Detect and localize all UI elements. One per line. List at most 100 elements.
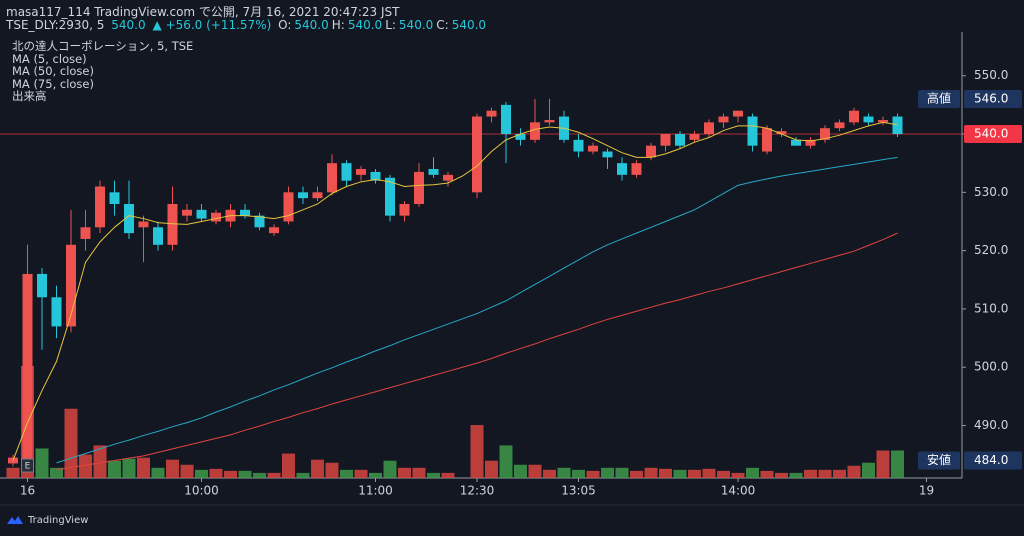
ohlc-label: H: [331,18,345,32]
candle-body [501,104,511,135]
volume-bar [847,465,861,478]
footer: TradingView [6,514,88,526]
volume-bar [166,459,179,478]
candle-body [399,203,410,216]
volume-bar [180,464,194,478]
candle-body [863,116,874,123]
ohlc-label: O: [278,18,292,32]
event-marker: E [25,462,31,472]
volume-bar [412,467,426,478]
volume-bar [137,457,150,478]
candle-body [51,297,62,327]
legend-entry: MA (75, close) [12,76,94,91]
candle-body [704,122,714,135]
x-tick-label: 13:05 [561,484,596,498]
ohlc-value: 540.0 [294,18,329,32]
candle-body [80,227,91,239]
y-tick-label: 550.0 [974,68,1008,82]
volume-bar [557,467,571,478]
volume-bar [601,467,614,478]
candle-body [385,177,395,216]
candle-body [486,110,497,117]
volume-bar [833,469,846,478]
volume-bar [224,470,237,478]
candle-body [660,134,671,146]
candle-body [298,192,308,199]
volume-bar [514,464,527,478]
volume-bar [760,470,774,478]
volume-bar [804,469,817,478]
volume-bar [862,462,875,478]
volume-bar [93,445,107,478]
volume-bar [528,464,542,478]
volume-bar [253,472,266,478]
candle-body [370,171,381,181]
legend: 北の達人コーポレーション, 5, TSE MA (5, close) MA (50,… [12,40,193,103]
volume-bar [398,467,411,478]
volume-bar [702,468,716,478]
volume-bar [238,470,252,478]
volume-bar [79,454,92,478]
candle-body [269,227,279,234]
volume-bar [267,472,281,478]
volume-bar [615,467,629,478]
price-badge-label: 540.0 [974,127,1008,141]
volume-bar [282,453,295,478]
candle-body [211,212,221,222]
volume-bar [122,458,136,478]
candle-body [544,120,555,123]
volume-bar [891,450,904,478]
last-price: 540.0 [111,18,146,32]
x-tick-label: 14:00 [721,484,756,498]
y-tick-label: 490.0 [974,418,1008,432]
candle-body [109,192,120,204]
volume-bar [659,468,672,478]
volume-bar [818,469,832,478]
volume-bar [673,469,687,478]
ohlc-value: 540.0 [451,18,487,32]
header-line: TSE_DLY:2930, 5 540.0 ▲ +56.0 (+11.57%) … [6,18,489,32]
candle-body [631,163,642,175]
candle-body [167,203,178,245]
candle-body [254,215,265,228]
volume-bar [717,470,730,478]
ma-line [12,121,898,461]
volume-bar [543,469,556,478]
price-badge-name-box [918,451,960,470]
y-tick-label: 510.0 [974,301,1008,315]
candle-body [689,134,700,140]
price-badge-label: 484.0 [974,453,1008,467]
price-change: ▲ +56.0 (+11.57%) [152,18,272,32]
volume-bar [383,460,397,478]
legend-entry: MA (50, close) [12,64,94,78]
volume-bar [6,467,20,478]
x-tick-label: 19 [919,484,934,498]
volume-bar [789,472,803,478]
candle-body [718,116,729,123]
ma-line [56,232,898,471]
x-tick-label: 11:00 [358,484,393,498]
header-line: masa117_114 TradingView.com で公開, 7月 16, … [6,3,402,20]
candle-body [428,169,439,175]
volume-bar [485,460,498,478]
volume-bar [195,469,208,478]
candle-body [196,209,207,219]
brand: TradingView [28,514,89,526]
volume-bar [108,460,121,478]
candle-body [124,203,134,234]
x-tick-label: 12:30 [460,484,495,498]
volume-bar [354,469,368,478]
candle-body [515,134,526,140]
price-badge-name-box [918,90,960,109]
candle-body [892,116,903,135]
candle-body [617,163,627,175]
price-badge [964,451,1022,470]
candle-body [472,116,482,193]
publish-info: masa117_114 TradingView.com で公開, 7月 16, … [6,5,400,19]
price-badge-name: 高値 [927,91,951,106]
candle-body [153,227,163,245]
candle-body [312,192,323,199]
y-tick-label: 530.0 [974,185,1008,199]
y-tick-label: 500.0 [974,360,1008,374]
